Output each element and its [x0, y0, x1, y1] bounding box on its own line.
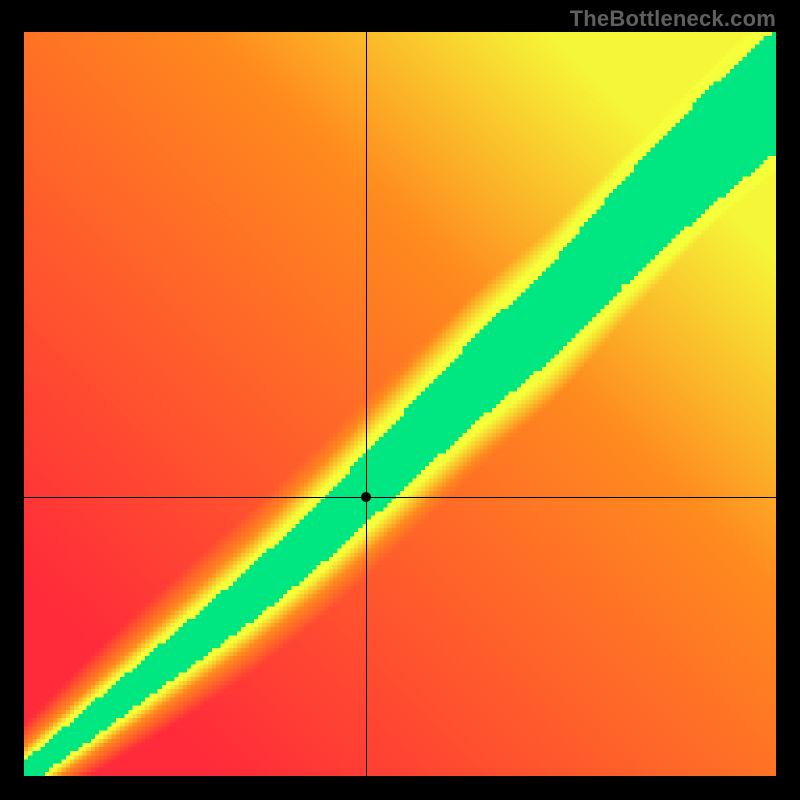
heatmap-canvas	[24, 32, 776, 776]
chart-outer: TheBottleneck.com	[0, 0, 800, 800]
watermark-text: TheBottleneck.com	[570, 6, 776, 32]
